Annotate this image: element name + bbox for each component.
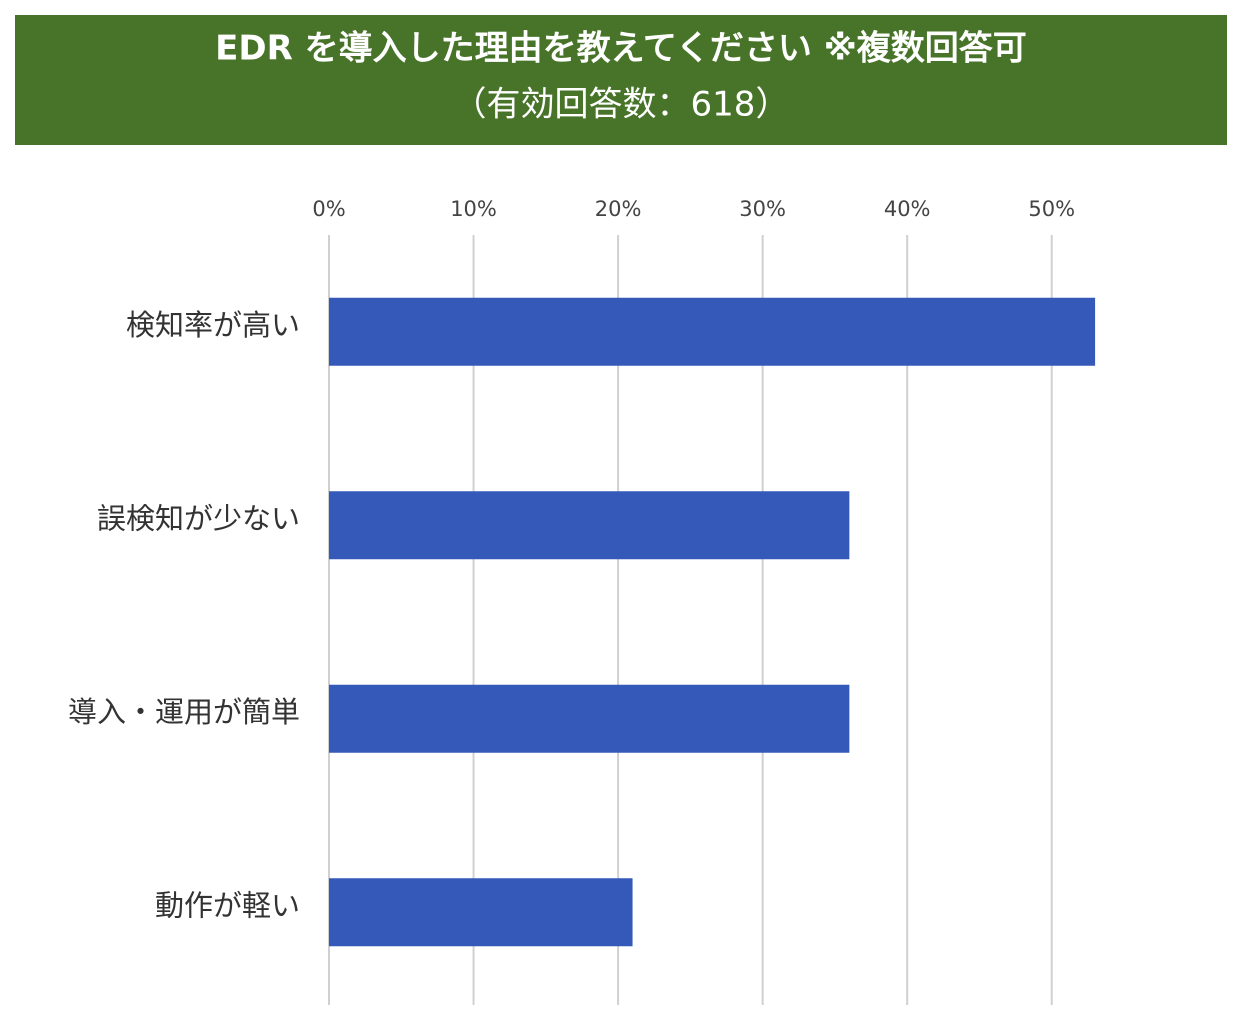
bar [329, 878, 633, 947]
x-tick-label: 50% [1028, 197, 1075, 221]
x-tick-label: 10% [450, 197, 497, 221]
header-band [15, 15, 1227, 145]
y-tick-label: 動作が軽い [155, 888, 300, 922]
y-tick-label: 検知率が高い [126, 308, 300, 342]
chart-title: EDR を導入した理由を教えてください ※複数回答可 [215, 29, 1027, 69]
x-tick-label: 30% [739, 197, 786, 221]
chart-subtitle: （有効回答数：618） [453, 85, 790, 125]
x-tick-label: 20% [595, 197, 642, 221]
bar [329, 297, 1096, 366]
y-tick-label: 誤検知が少ない [97, 501, 300, 535]
bar [329, 684, 850, 753]
x-tick-label: 0% [312, 197, 345, 221]
x-tick-label: 40% [884, 197, 931, 221]
bar [329, 491, 850, 560]
y-tick-label: 導入・運用が簡単 [68, 695, 300, 729]
